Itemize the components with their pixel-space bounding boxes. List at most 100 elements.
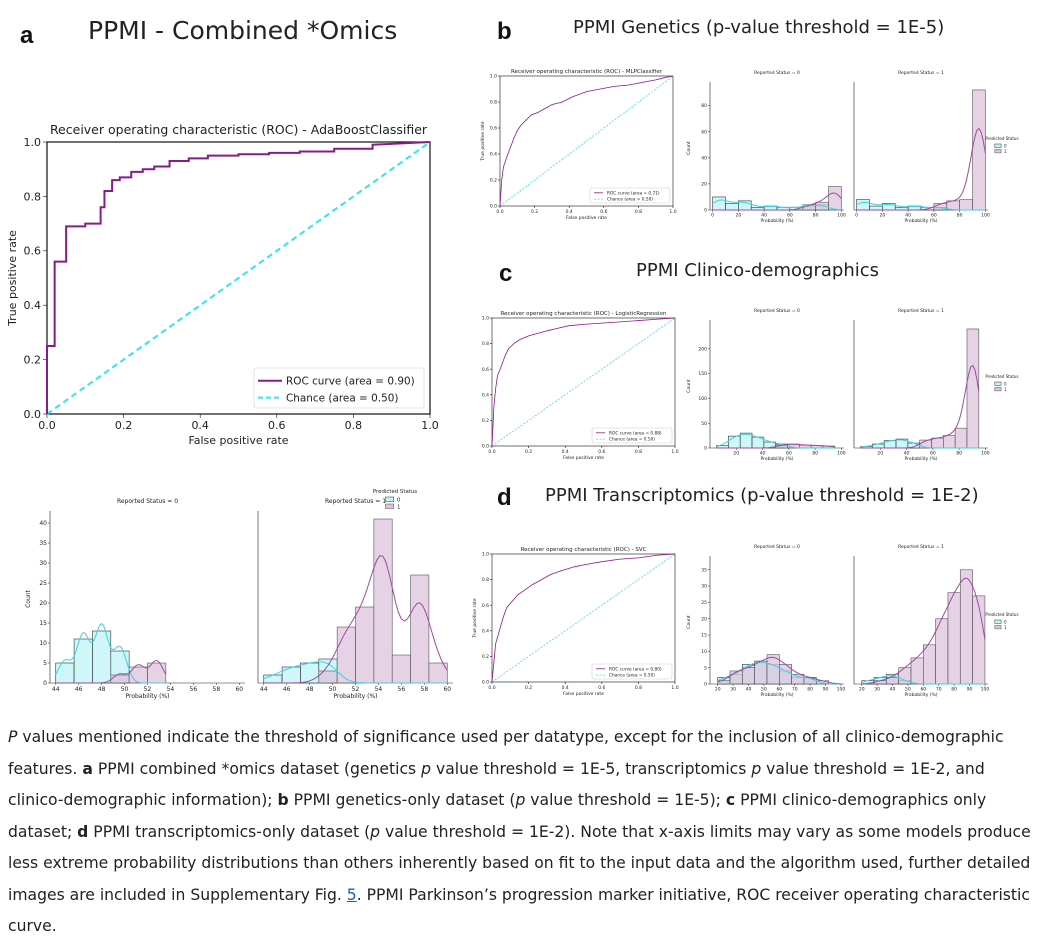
legend-swatch-1 [994,387,1002,392]
legend-chance-label: Chance (area = 0.50) [609,437,655,443]
kde-curve-status-0 [861,675,985,685]
legend-roc-label: ROC curve (area = 0.80) [609,666,662,672]
x-tick-label: 20 [859,687,865,693]
x-tick-label: 58 [213,686,221,693]
x-tick-label: 1.0 [421,419,439,432]
x-tick-label: 0.4 [191,419,209,432]
y-tick-label: 50 [701,421,707,427]
x-tick-label: 0.0 [496,209,503,215]
y-tick-label: 0 [43,680,47,687]
chance-line [499,75,674,207]
histogram-title: Reported Status = 1 [898,70,944,76]
y-tick-label: 0.0 [490,204,497,210]
panel-d-title: PPMI Transcriptomics (p-value threshold … [545,485,979,506]
x-tick-label: 50 [121,686,129,693]
x-axis-label: Probability (%) [125,693,169,700]
kde-curve-status-0 [717,661,841,685]
supplementary-fig-link[interactable]: 5 [346,885,357,904]
panel-c-title: PPMI Clinico-demographics [636,260,879,281]
x-tick-label: 60 [920,687,926,693]
roc-curve [46,141,431,414]
histogram-bar-status-1 [410,574,430,684]
y-tick-label: 5 [704,665,707,671]
histogram-b-status-1: Reported Status = 1 0 20 40 60 80 100 Probabili… [853,70,1019,224]
x-tick-label: 0.0 [488,685,495,691]
legend-swatch-1 [385,503,395,509]
y-tick-label: 80 [701,103,707,109]
x-tick-label: 0.6 [598,449,605,455]
x-tick-label: 30 [874,687,880,693]
figure-caption: P values mentioned indicate the threshol… [8,728,1031,935]
histogram-bar-status-1 [791,673,805,685]
histogram-bar-status-1 [336,626,356,684]
x-tick-label: 60 [235,686,243,693]
roc-curve [491,553,676,683]
y-tick-label: 0.6 [490,126,497,132]
chance-line [46,141,431,415]
x-tick-label: 1.0 [669,209,676,215]
x-tick-label: 20 [879,213,885,219]
kde-curve-status-0 [712,199,842,211]
histogram-bar-status-0 [73,638,93,684]
kde-curve-status-0 [716,433,835,449]
plot-frame [491,317,676,447]
x-tick-label: 80 [813,213,819,219]
histogram-bar-status-1 [828,186,842,211]
legend-label-1: 1 [397,505,400,511]
x-tick-label: 100 [981,213,990,219]
histogram-bar-status-1 [391,654,411,684]
legend-roc-label: ROC curve (area = 0.90) [286,376,415,388]
y-tick-label: 30 [39,560,47,567]
y-tick-label: 0.6 [482,603,489,609]
x-tick-label: 0.6 [598,685,605,691]
x-tick-label: 100 [837,213,846,219]
legend-roc-label: ROC curve (area = 0.88) [609,430,662,436]
roc-title: Receiver operating characteristic (ROC) … [501,311,667,317]
plot-frame [46,141,431,415]
panel-d-label: d [497,484,512,511]
y-tick-label: 0.2 [490,178,497,184]
y-axis-label: Count [686,615,692,629]
y-tick-label: 150 [698,371,707,377]
x-tick-label: 60 [787,213,793,219]
y-axis-label: Count [25,589,32,607]
y-tick-label: 100 [698,396,707,402]
kde-curve-status-1 [717,656,841,685]
legend-roc-label: ROC curve (area = 0.71) [607,190,660,196]
x-tick-label: 70 [936,687,942,693]
x-tick-label: 50 [329,686,337,693]
y-tick-label: 0 [704,208,707,214]
x-tick-label: 0.0 [38,419,56,432]
histogram-bar-status-1 [943,435,956,449]
x-tick-label: 0 [855,213,858,219]
histogram-bar-status-0 [725,203,739,211]
x-tick-label: 52 [352,686,360,693]
x-axis-label: Probability (%) [904,218,937,224]
x-tick-label: 60 [786,451,792,457]
y-tick-label: 35 [39,540,47,547]
histogram-bar-status-1 [742,667,755,685]
legend-label-0: 0 [397,498,401,504]
histogram-a-status-1: Reported Status = 1 44 46 48 50 52 54 56 58 60 Pro… [257,489,453,700]
panel-c-label: c [499,260,513,287]
kde-curve-status-1 [861,577,986,685]
x-tick-label: 0.8 [635,685,642,691]
y-tick-label: 1.0 [482,316,489,322]
x-tick-label: 0.4 [562,685,569,691]
histogram-title: Reported Status = 0 [754,70,800,76]
y-tick-label: 0.2 [482,418,489,424]
legend-box [591,427,673,444]
y-tick-label: 1.0 [482,552,489,558]
roc-title: Receiver operating characteristic (ROC) … [511,69,663,75]
kde-curve-status-0 [860,439,979,449]
y-tick-label: 0.8 [24,190,42,203]
histogram-bar-status-1 [972,595,986,685]
x-tick-label: 44 [52,686,60,693]
y-tick-label: 15 [701,633,707,639]
x-tick-label: 58 [421,686,429,693]
x-tick-label: 56 [190,686,198,693]
x-tick-label: 46 [75,686,83,693]
x-tick-label: 40 [904,451,910,457]
y-axis-label: Count [686,141,692,155]
x-axis-label: Probability (%) [760,456,793,462]
